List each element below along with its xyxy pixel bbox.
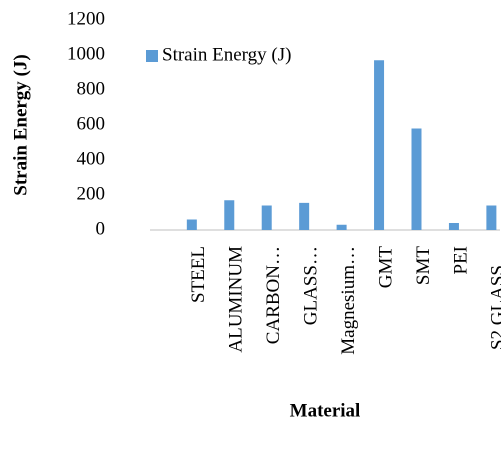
bar [186,219,197,230]
y-tick-label: 800 [77,78,106,99]
y-axis-title: Strain Energy (J) [10,54,31,195]
x-tick-label: GMT [375,246,396,289]
x-tick-label: GLASS… [301,246,322,325]
legend-swatch [146,50,158,62]
x-axis-title: Material [290,400,361,421]
bar [261,205,272,230]
bar [336,224,347,230]
bar [299,202,310,230]
y-tick-label: 200 [77,183,106,204]
y-tick-label: 0 [96,218,106,239]
x-tick-label: ALUMINUM [226,246,247,353]
bar [374,60,385,230]
legend-label: Strain Energy (J) [162,44,291,65]
bar [486,205,497,230]
bar [224,200,235,230]
y-tick-label: 400 [77,148,106,169]
y-tick-label: 600 [77,113,106,134]
x-tick-label: S2 GLASS… [488,246,501,350]
bar [448,223,459,230]
x-tick-label: Magnesium… [338,246,359,355]
x-tick-label: CARBON… [263,246,284,344]
x-tick-label: SMT [413,246,434,285]
bar [411,128,422,230]
y-tick-label: 1000 [67,43,105,64]
x-tick-label: STEEL [188,246,209,303]
y-tick-label: 1200 [67,8,105,29]
x-tick-label: PEI [450,246,471,275]
